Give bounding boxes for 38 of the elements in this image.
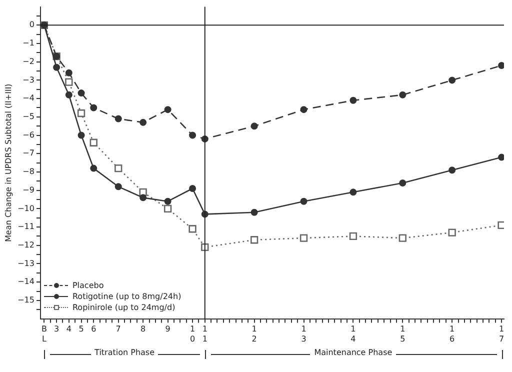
y-tick-label: −4 — [22, 94, 34, 103]
text: Titration Phase — [90, 348, 159, 357]
y-tick-label: −3 — [22, 75, 34, 84]
y-tick-label: −12 — [18, 240, 34, 250]
x-tick-label: 11 — [202, 324, 208, 344]
y-tick-label: −10 — [18, 204, 34, 213]
y-tick-label: −11 — [18, 222, 34, 232]
legend-label: Ropinirole (up to 24mg/d) — [72, 302, 176, 313]
x-tick-label: BL — [41, 324, 47, 344]
x-tick-label: 9 — [165, 324, 170, 334]
x-tick-label: 12 — [252, 324, 257, 344]
y-tick-label: 0 — [29, 20, 34, 30]
x-tick-label: 6 — [91, 324, 96, 334]
x-tick-label: 4 — [66, 324, 72, 334]
legend-label: Placebo — [72, 280, 104, 291]
x-tick-label: 7 — [116, 324, 121, 334]
x-tick-label: 10 — [190, 324, 196, 344]
text: Maintenance Phase — [310, 348, 396, 357]
x-tick-label: 8 — [140, 324, 146, 334]
y-tick-label: −6 — [22, 130, 34, 140]
x-tick-label: 5 — [78, 324, 84, 334]
y-tick-label: −14 — [18, 277, 34, 286]
x-tick-label: 3 — [54, 324, 60, 334]
x-tick-label: 15 — [400, 324, 406, 344]
x-tick-label: 14 — [350, 324, 356, 344]
legend-label: Rotigotine (up to 8mg/24h) — [72, 290, 182, 302]
y-tick-label: −1 — [22, 38, 34, 48]
y-tick-label: −15 — [18, 296, 34, 305]
y-tick-label: −9 — [22, 185, 34, 194]
y-tick-label: −2 — [22, 56, 34, 66]
x-tick-label: 17 — [498, 324, 504, 344]
y-tick-label: −8 — [22, 167, 34, 176]
y-tick-label: −13 — [18, 258, 34, 268]
x-tick-label: 16 — [450, 324, 455, 344]
y-tick-label: −5 — [22, 112, 34, 121]
x-tick-label: 13 — [301, 324, 306, 344]
y-tick-label: −7 — [22, 148, 34, 158]
y-axis-title: Mean Change in UPDRS Subtotal (II+III) — [4, 84, 13, 242]
